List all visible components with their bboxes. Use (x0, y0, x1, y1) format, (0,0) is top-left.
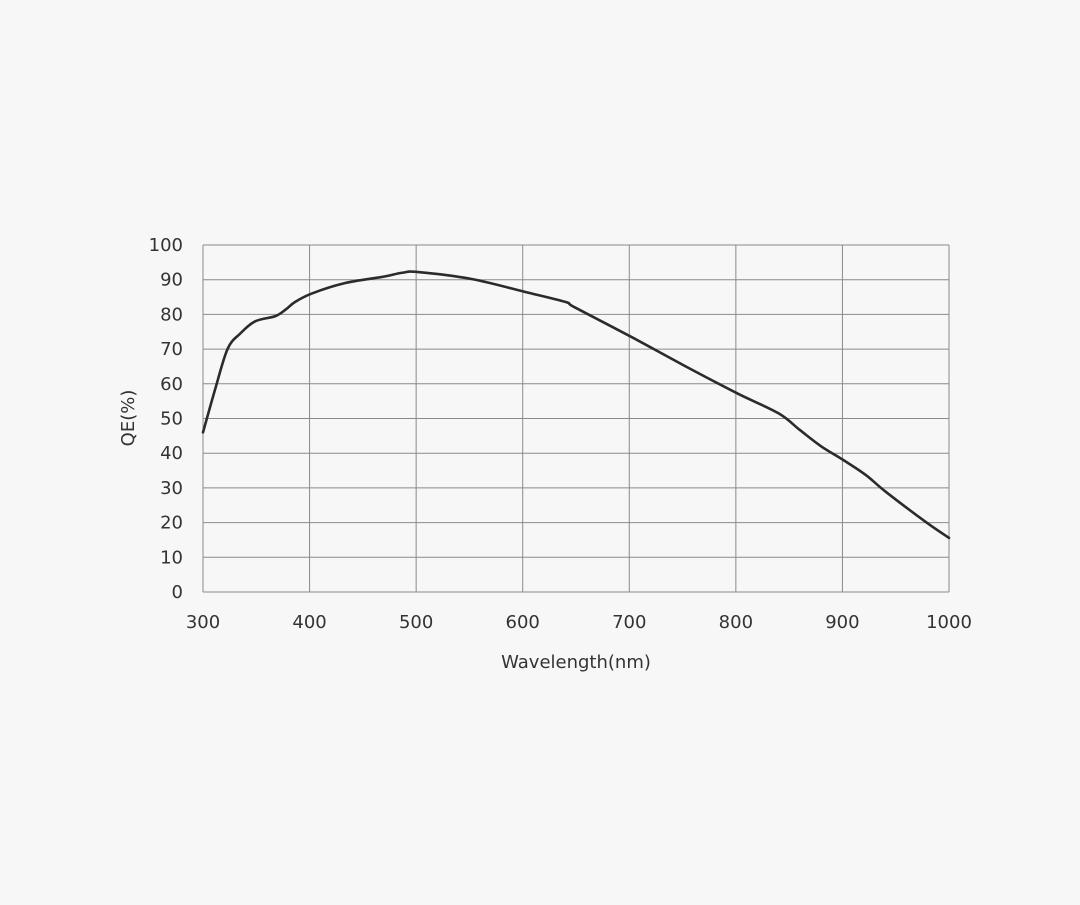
x-tick-label: 1000 (926, 612, 972, 633)
x-tick-label: 700 (612, 612, 646, 633)
y-tick-label: 60 (160, 374, 183, 395)
x-tick-label: 900 (825, 612, 859, 633)
x-tick-label: 300 (186, 612, 220, 633)
y-tick-label: 30 (160, 478, 183, 499)
x-tick-label: 500 (399, 612, 433, 633)
x-tick-label: 400 (292, 612, 326, 633)
y-tick-label: 50 (160, 409, 183, 430)
y-tick-label: 90 (160, 270, 183, 291)
y-tick-label: 20 (160, 513, 183, 534)
y-tick-label: 80 (160, 304, 183, 325)
x-tick-label: 600 (506, 612, 540, 633)
y-tick-label: 10 (160, 547, 183, 568)
y-tick-label: 70 (160, 339, 183, 360)
y-tick-label: 40 (160, 443, 183, 464)
y-axis-label: QE(%) (118, 390, 139, 447)
x-axis-label: Wavelength(nm) (501, 652, 651, 673)
qe-curve (201, 270, 951, 540)
y-tick-label: 100 (149, 235, 183, 256)
y-tick-label: 0 (172, 582, 183, 603)
x-tick-label: 800 (719, 612, 753, 633)
